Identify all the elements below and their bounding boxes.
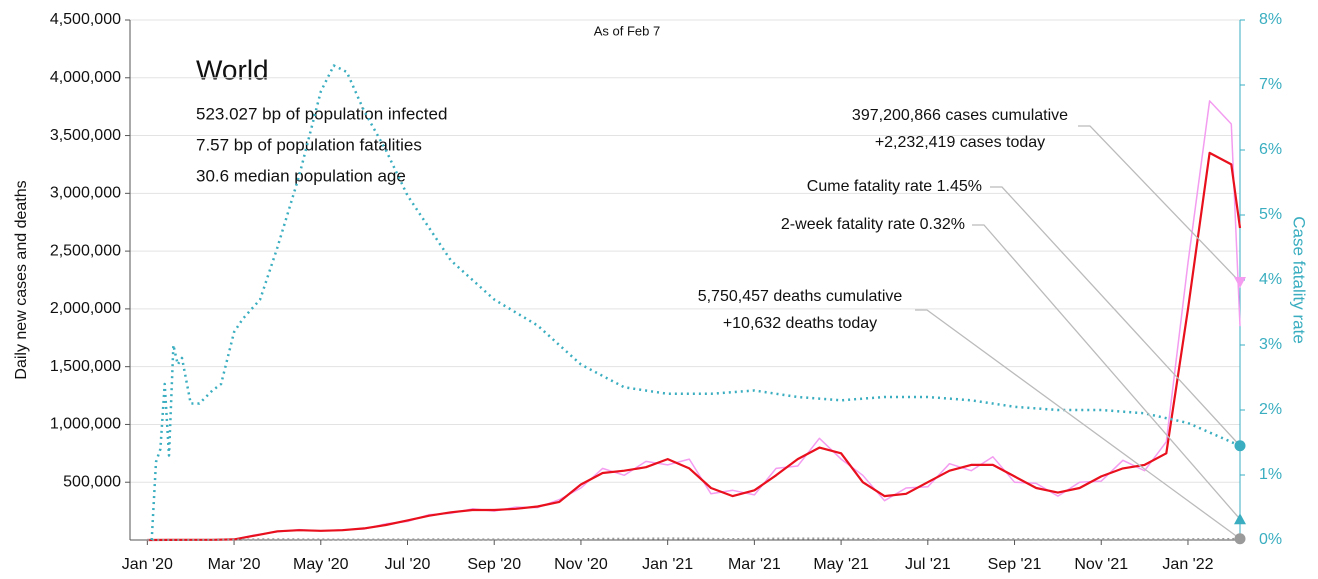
y2-tick-label: 7% xyxy=(1259,76,1282,93)
series-line xyxy=(150,64,1241,541)
series-line xyxy=(147,151,1242,542)
y-tick-label: 1,500,000 xyxy=(50,358,121,375)
y-tick-label: 4,500,000 xyxy=(50,11,121,28)
y-tick-label: 3,500,000 xyxy=(50,127,121,144)
info-line: 7.57 bp of population fatalities xyxy=(196,135,422,154)
x-tick-label: Mar '21 xyxy=(728,556,781,573)
x-tick-label: May '20 xyxy=(293,556,349,573)
x-tick-label: Jul '21 xyxy=(905,556,951,573)
annotation-text: 5,750,457 deaths cumulative xyxy=(698,288,903,305)
y-tick-label: 4,000,000 xyxy=(50,69,121,86)
y2-axis-label: Case fatality rate xyxy=(1290,216,1309,344)
end-marker xyxy=(1234,513,1246,525)
annotation-text: Cume fatality rate 1.45% xyxy=(807,178,982,195)
y-axis-label: Daily new cases and deaths xyxy=(13,180,30,379)
x-tick-label: Jan '20 xyxy=(122,556,173,573)
y-tick-label: 1,000,000 xyxy=(50,416,121,433)
y-tick-label: 3,000,000 xyxy=(50,185,121,202)
y2-tick-label: 3% xyxy=(1259,336,1282,353)
y-tick-label: 2,500,000 xyxy=(50,242,121,259)
chart-subtitle: As of Feb 7 xyxy=(594,23,660,38)
x-tick-label: Jan '22 xyxy=(1162,556,1213,573)
x-tick-label: Nov '20 xyxy=(554,556,608,573)
info-title: World xyxy=(196,54,269,85)
x-tick-label: Jan '21 xyxy=(642,556,693,573)
x-tick-label: Nov '21 xyxy=(1074,556,1128,573)
x-tick-label: Sep '20 xyxy=(467,556,521,573)
x-tick-label: Mar '20 xyxy=(208,556,261,573)
leader-line xyxy=(990,186,1241,447)
y2-tick-label: 8% xyxy=(1259,11,1282,28)
annotation-text: 2-week fatality rate 0.32% xyxy=(781,216,965,233)
y-tick-label: 2,000,000 xyxy=(50,300,121,317)
x-tick-label: Jul '20 xyxy=(385,556,431,573)
leader-line xyxy=(972,224,1241,520)
leader-line xyxy=(915,309,1241,540)
annotation-text: 397,200,866 cases cumulative xyxy=(852,107,1068,124)
y2-tick-label: 4% xyxy=(1259,271,1282,288)
y2-tick-label: 2% xyxy=(1259,401,1282,418)
end-marker xyxy=(1234,277,1246,289)
end-marker xyxy=(1234,533,1246,545)
y-tick-label: 500,000 xyxy=(63,473,121,490)
y2-tick-label: 0% xyxy=(1259,531,1282,548)
series-line xyxy=(147,537,1241,541)
annotation-text: +10,632 deaths today xyxy=(723,315,877,332)
x-tick-label: May '21 xyxy=(813,556,869,573)
leader-line xyxy=(1078,125,1241,283)
x-tick-label: Sep '21 xyxy=(988,556,1042,573)
annotation-text: +2,232,419 cases today xyxy=(875,134,1045,151)
y2-tick-label: 6% xyxy=(1259,141,1282,158)
info-line: 30.6 median population age xyxy=(196,166,406,185)
y2-tick-label: 1% xyxy=(1259,466,1282,483)
info-line: 523.027 bp of population infected xyxy=(196,104,447,123)
end-marker xyxy=(1234,440,1246,452)
y2-tick-label: 5% xyxy=(1259,206,1282,223)
